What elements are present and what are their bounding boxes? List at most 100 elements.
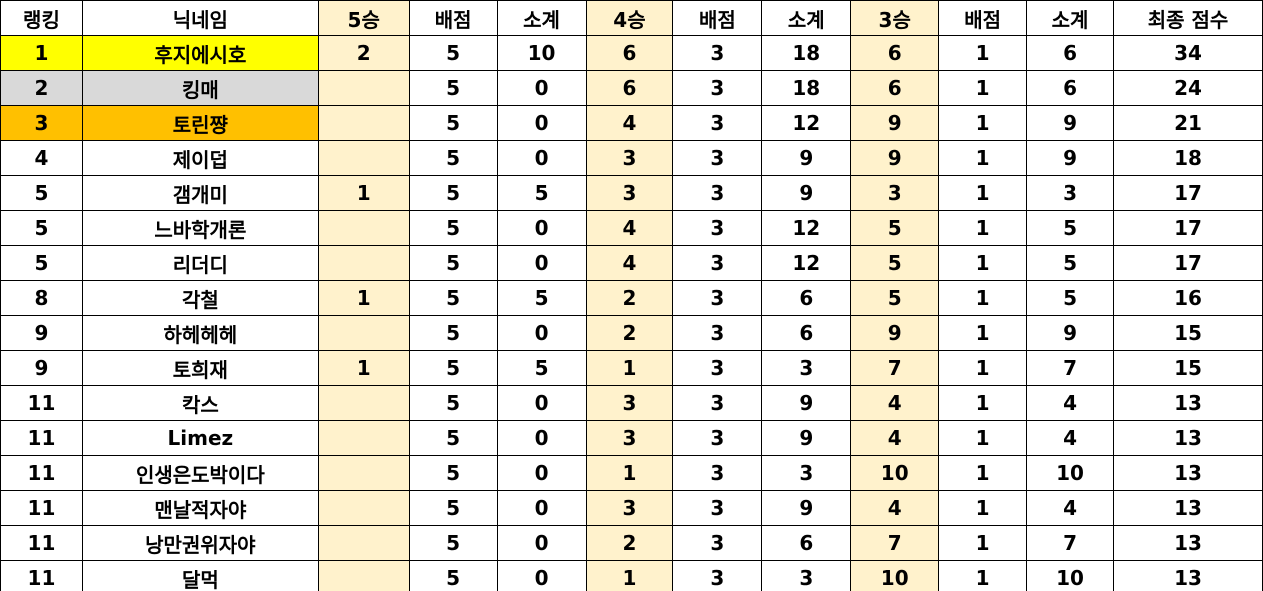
cell-final-score[interactable]: 15 bbox=[1113, 350, 1263, 386]
cell-subtotal-5[interactable]: 0 bbox=[496, 385, 587, 421]
cell-subtotal-4[interactable]: 3 bbox=[761, 455, 852, 491]
cell-points-4[interactable]: 3 bbox=[672, 560, 763, 591]
cell-subtotal-3[interactable]: 9 bbox=[1026, 315, 1115, 351]
cell-wins-4[interactable]: 1 bbox=[585, 350, 674, 386]
cell-subtotal-5[interactable]: 5 bbox=[496, 175, 587, 211]
cell-wins-4[interactable]: 2 bbox=[585, 280, 674, 316]
cell-wins-5[interactable] bbox=[317, 385, 410, 421]
cell-wins-3[interactable]: 7 bbox=[850, 525, 940, 561]
cell-points-3[interactable]: 1 bbox=[938, 560, 1028, 591]
cell-subtotal-4[interactable]: 9 bbox=[761, 385, 852, 421]
cell-final-score[interactable]: 13 bbox=[1113, 490, 1263, 526]
header-final-score[interactable]: 최종 점수 bbox=[1113, 0, 1263, 36]
header-points-3[interactable]: 배점 bbox=[938, 0, 1028, 36]
cell-rank[interactable]: 3 bbox=[0, 105, 83, 141]
cell-points-5[interactable]: 5 bbox=[408, 420, 498, 456]
cell-subtotal-4[interactable]: 6 bbox=[761, 280, 852, 316]
cell-points-5[interactable]: 5 bbox=[408, 525, 498, 561]
cell-rank[interactable]: 11 bbox=[0, 420, 83, 456]
cell-wins-5[interactable] bbox=[317, 525, 410, 561]
cell-subtotal-5[interactable]: 5 bbox=[496, 280, 587, 316]
cell-points-5[interactable]: 5 bbox=[408, 175, 498, 211]
cell-points-3[interactable]: 1 bbox=[938, 455, 1028, 491]
cell-points-3[interactable]: 1 bbox=[938, 175, 1028, 211]
cell-wins-4[interactable]: 2 bbox=[585, 315, 674, 351]
cell-wins-3[interactable]: 6 bbox=[850, 70, 940, 106]
cell-subtotal-3[interactable]: 6 bbox=[1026, 70, 1115, 106]
cell-points-5[interactable]: 5 bbox=[408, 560, 498, 591]
cell-wins-5[interactable]: 1 bbox=[317, 350, 410, 386]
cell-subtotal-4[interactable]: 12 bbox=[761, 105, 852, 141]
cell-subtotal-3[interactable]: 6 bbox=[1026, 35, 1115, 71]
cell-points-5[interactable]: 5 bbox=[408, 140, 498, 176]
cell-nickname[interactable]: 하헤헤헤 bbox=[81, 315, 319, 351]
cell-subtotal-3[interactable]: 10 bbox=[1026, 455, 1115, 491]
cell-rank[interactable]: 8 bbox=[0, 280, 83, 316]
cell-subtotal-4[interactable]: 18 bbox=[761, 70, 852, 106]
cell-subtotal-4[interactable]: 3 bbox=[761, 350, 852, 386]
cell-final-score[interactable]: 21 bbox=[1113, 105, 1263, 141]
cell-subtotal-4[interactable]: 18 bbox=[761, 35, 852, 71]
cell-subtotal-4[interactable]: 9 bbox=[761, 140, 852, 176]
cell-rank[interactable]: 11 bbox=[0, 385, 83, 421]
cell-wins-3[interactable]: 10 bbox=[850, 455, 940, 491]
cell-points-4[interactable]: 3 bbox=[672, 455, 763, 491]
cell-final-score[interactable]: 18 bbox=[1113, 140, 1263, 176]
cell-wins-3[interactable]: 5 bbox=[850, 245, 940, 281]
cell-nickname[interactable]: 토희재 bbox=[81, 350, 319, 386]
cell-subtotal-4[interactable]: 12 bbox=[761, 210, 852, 246]
cell-points-4[interactable]: 3 bbox=[672, 525, 763, 561]
cell-subtotal-3[interactable]: 10 bbox=[1026, 560, 1115, 591]
cell-points-3[interactable]: 1 bbox=[938, 350, 1028, 386]
cell-points-4[interactable]: 3 bbox=[672, 490, 763, 526]
cell-wins-3[interactable]: 5 bbox=[850, 280, 940, 316]
cell-subtotal-3[interactable]: 4 bbox=[1026, 385, 1115, 421]
cell-points-4[interactable]: 3 bbox=[672, 315, 763, 351]
header-points-4[interactable]: 배점 bbox=[672, 0, 763, 36]
cell-points-3[interactable]: 1 bbox=[938, 490, 1028, 526]
cell-subtotal-5[interactable]: 0 bbox=[496, 525, 587, 561]
cell-subtotal-4[interactable]: 12 bbox=[761, 245, 852, 281]
cell-wins-5[interactable] bbox=[317, 210, 410, 246]
cell-wins-3[interactable]: 4 bbox=[850, 490, 940, 526]
cell-wins-3[interactable]: 4 bbox=[850, 420, 940, 456]
cell-wins-3[interactable]: 9 bbox=[850, 140, 940, 176]
cell-points-3[interactable]: 1 bbox=[938, 105, 1028, 141]
cell-wins-5[interactable] bbox=[317, 140, 410, 176]
cell-wins-4[interactable]: 3 bbox=[585, 175, 674, 211]
cell-wins-4[interactable]: 4 bbox=[585, 105, 674, 141]
cell-subtotal-5[interactable]: 10 bbox=[496, 35, 587, 71]
cell-subtotal-3[interactable]: 4 bbox=[1026, 490, 1115, 526]
cell-final-score[interactable]: 13 bbox=[1113, 420, 1263, 456]
cell-wins-4[interactable]: 4 bbox=[585, 210, 674, 246]
cell-nickname[interactable]: 갬개미 bbox=[81, 175, 319, 211]
cell-points-5[interactable]: 5 bbox=[408, 70, 498, 106]
cell-final-score[interactable]: 24 bbox=[1113, 70, 1263, 106]
cell-rank[interactable]: 5 bbox=[0, 245, 83, 281]
cell-points-4[interactable]: 3 bbox=[672, 35, 763, 71]
cell-wins-4[interactable]: 1 bbox=[585, 455, 674, 491]
cell-subtotal-5[interactable]: 0 bbox=[496, 315, 587, 351]
cell-wins-4[interactable]: 1 bbox=[585, 560, 674, 591]
cell-subtotal-4[interactable]: 6 bbox=[761, 525, 852, 561]
cell-nickname[interactable]: 인생은도박이다 bbox=[81, 455, 319, 491]
cell-nickname[interactable]: 후지에시호 bbox=[81, 35, 319, 71]
cell-points-3[interactable]: 1 bbox=[938, 70, 1028, 106]
cell-nickname[interactable]: 각철 bbox=[81, 280, 319, 316]
cell-wins-5[interactable]: 1 bbox=[317, 280, 410, 316]
cell-wins-4[interactable]: 3 bbox=[585, 140, 674, 176]
cell-subtotal-3[interactable]: 9 bbox=[1026, 105, 1115, 141]
header-nickname[interactable]: 닉네임 bbox=[81, 0, 319, 36]
cell-points-3[interactable]: 1 bbox=[938, 280, 1028, 316]
cell-subtotal-3[interactable]: 5 bbox=[1026, 210, 1115, 246]
cell-subtotal-5[interactable]: 0 bbox=[496, 105, 587, 141]
cell-final-score[interactable]: 34 bbox=[1113, 35, 1263, 71]
cell-wins-5[interactable] bbox=[317, 420, 410, 456]
cell-nickname[interactable]: 킹매 bbox=[81, 70, 319, 106]
cell-wins-3[interactable]: 9 bbox=[850, 105, 940, 141]
cell-subtotal-5[interactable]: 0 bbox=[496, 70, 587, 106]
cell-wins-3[interactable]: 4 bbox=[850, 385, 940, 421]
cell-final-score[interactable]: 17 bbox=[1113, 245, 1263, 281]
cell-points-5[interactable]: 5 bbox=[408, 105, 498, 141]
cell-final-score[interactable]: 16 bbox=[1113, 280, 1263, 316]
